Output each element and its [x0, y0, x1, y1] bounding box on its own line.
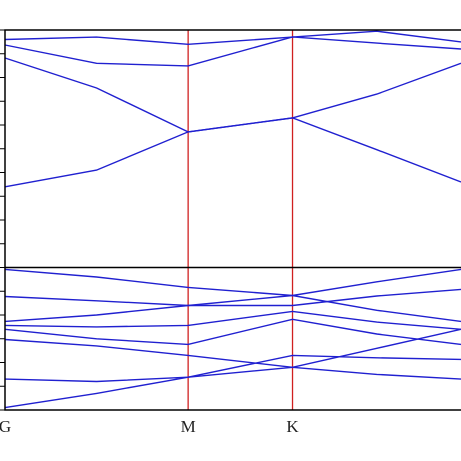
x-tick-label: G	[0, 417, 11, 436]
x-tick-label: M	[181, 417, 196, 436]
band-line	[4, 328, 461, 369]
band-line	[4, 288, 461, 307]
band-line	[4, 354, 461, 409]
band-line	[4, 366, 461, 383]
band-line	[4, 318, 461, 346]
x-tick-label: K	[286, 417, 299, 436]
band-line	[4, 268, 461, 297]
band-line	[4, 36, 461, 67]
band-line	[4, 294, 461, 323]
band-line	[4, 30, 461, 46]
band-line	[4, 57, 461, 133]
band-line	[4, 310, 461, 330]
plot-frame	[4, 29, 461, 411]
